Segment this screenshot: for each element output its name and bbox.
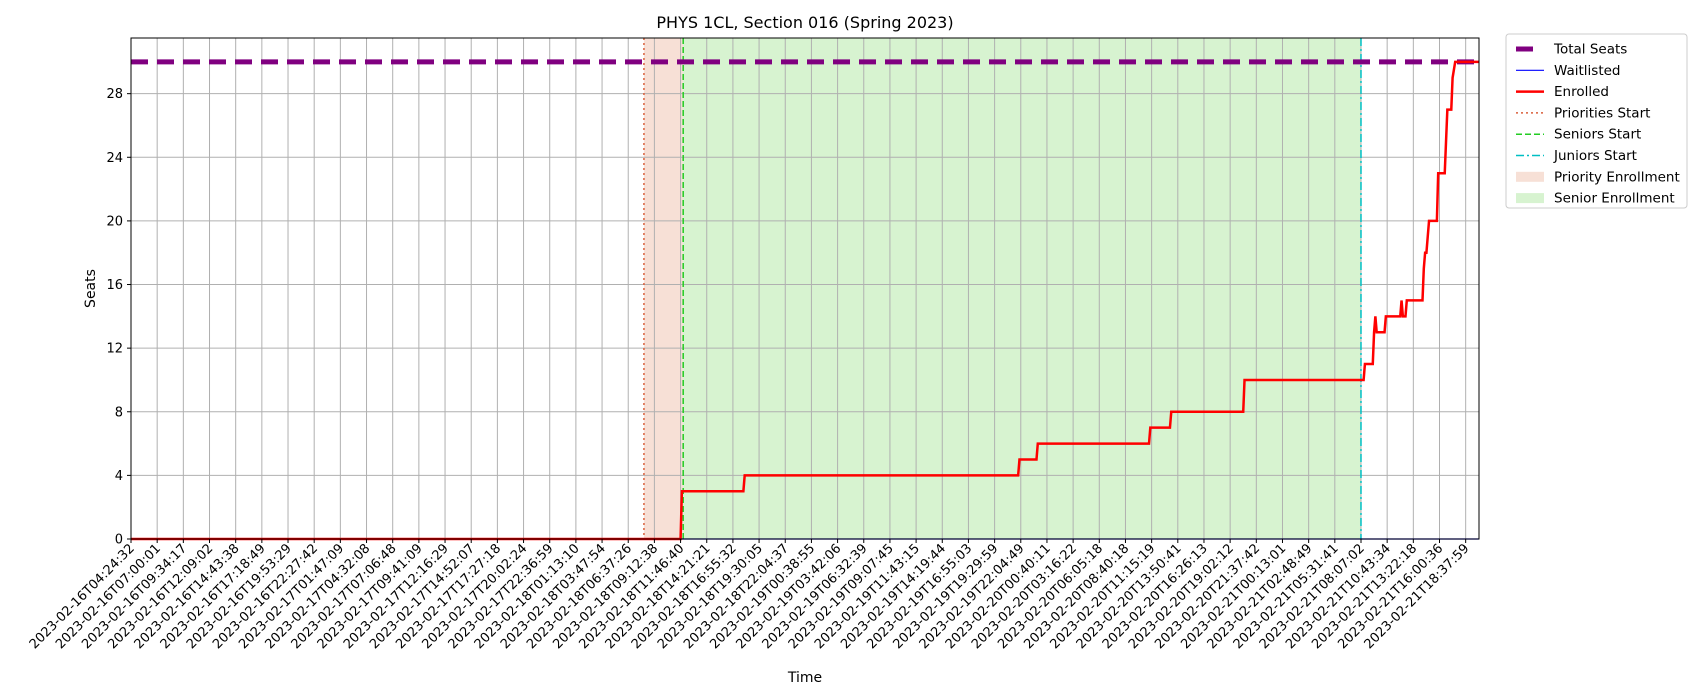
x-axis-label: Time [787, 670, 822, 686]
y-tick-label: 16 [106, 278, 123, 293]
y-tick-label: 0 [115, 533, 123, 548]
legend-label-senior-enrollment: Senior Enrollment [1554, 191, 1675, 207]
plot-frame [130, 37, 1480, 540]
legend-label-seniors-start: Seniors Start [1554, 127, 1641, 143]
y-axis-label: Seats [83, 269, 99, 308]
shaded-regions [643, 38, 1361, 539]
legend-swatch-priority-enrollment [1516, 171, 1544, 182]
y-ticks: 0 4 8 12 16 20 24 28 [106, 87, 131, 548]
phase-lines [643, 38, 1362, 539]
legend-swatch-senior-enrollment [1516, 193, 1544, 204]
legend-label-priority-enrollment: Priority Enrollment [1554, 169, 1680, 185]
region-priority-enrollment [643, 38, 684, 539]
series-enrolled [131, 60, 1479, 541]
legend: Total Seats Waitlisted Enrolled Priorities … [1505, 33, 1688, 209]
y-tick-label: 24 [106, 151, 123, 166]
legend-label-waitlisted: Waitlisted [1554, 63, 1621, 79]
region-senior-enrollment [683, 38, 1361, 539]
x-ticks: 2023-02-16T04:24:322023-02-16T07:00:0120… [27, 539, 1472, 652]
legend-box [1505, 33, 1688, 209]
legend-label-juniors-start: Juniors Start [1553, 148, 1637, 164]
y-tick-label: 4 [115, 469, 123, 484]
plot-border [130, 37, 1480, 540]
y-tick-label: 20 [106, 214, 123, 229]
y-tick-label: 8 [115, 405, 123, 420]
legend-label-enrolled: Enrolled [1554, 84, 1609, 100]
legend-label-total-seats: Total Seats [1553, 42, 1627, 58]
y-tick-label: 12 [106, 342, 123, 357]
grid-lines [130, 38, 1479, 540]
y-tick-label: 28 [106, 87, 123, 102]
legend-label-priorities-start: Priorities Start [1554, 105, 1650, 121]
chart-title: PHYS 1CL, Section 016 (Spring 2023) [656, 13, 953, 32]
